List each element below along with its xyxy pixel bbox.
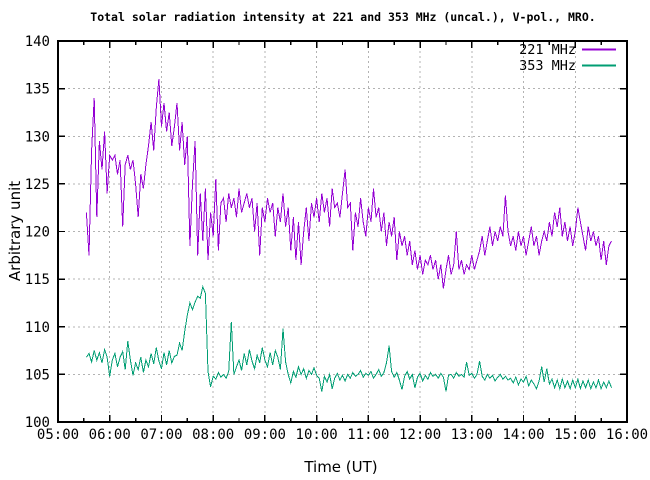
series-line-353-mhz <box>85 284 612 392</box>
legend: 221 MHz 353 MHz <box>519 42 616 74</box>
x-tick-label: 05:00 <box>37 427 79 443</box>
x-tick-label: 10:00 <box>296 427 338 443</box>
x-tick-label: 09:00 <box>244 427 286 443</box>
x-tick-label: 11:00 <box>347 427 389 443</box>
y-axis-title: Arbitrary unit <box>6 181 24 281</box>
x-tick-label: 16:00 <box>606 427 648 443</box>
x-tick-label: 08:00 <box>192 427 234 443</box>
y-tick-label: 100 <box>25 415 50 431</box>
y-tick-label: 105 <box>25 367 50 383</box>
gridlines <box>58 41 627 422</box>
y-tick-label: 130 <box>25 129 50 145</box>
data-series <box>85 79 612 392</box>
legend-label-353mhz: 353 MHz <box>519 58 576 74</box>
series-line-221-mhz <box>85 79 612 289</box>
axis-ticks <box>57 40 628 423</box>
x-tick-label: 12:00 <box>399 427 441 443</box>
x-tick-label: 13:00 <box>451 427 493 443</box>
x-axis-title: Time (UT) <box>303 458 377 476</box>
y-tick-label: 135 <box>25 82 50 98</box>
y-tick-label: 110 <box>25 320 50 336</box>
tick-labels: 05:00 06:00 07:00 08:00 09:00 10:00 11:00 12:00… <box>25 34 648 443</box>
x-tick-label: 14:00 <box>502 427 544 443</box>
y-tick-label: 125 <box>25 177 50 193</box>
x-tick-label: 06:00 <box>89 427 131 443</box>
legend-label-221mhz: 221 MHz <box>519 42 576 58</box>
y-tick-label: 140 <box>25 34 50 50</box>
x-tick-label: 15:00 <box>554 427 596 443</box>
y-tick-label: 115 <box>25 272 50 288</box>
y-tick-label: 120 <box>25 225 50 241</box>
x-tick-label: 07:00 <box>140 427 182 443</box>
chart-title: Total solar radiation intensity at 221 a… <box>90 10 595 24</box>
